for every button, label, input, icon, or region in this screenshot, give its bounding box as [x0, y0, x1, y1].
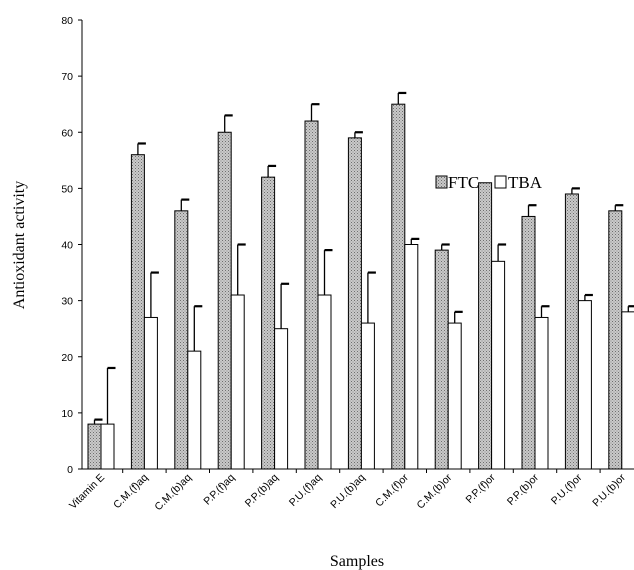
y-tick-label: 60	[61, 127, 73, 139]
bar-ftc	[608, 210, 623, 470]
legend-label-tba: TBA	[508, 173, 543, 192]
legend-label-ftc: FTC	[448, 173, 479, 192]
bar-tba	[404, 244, 419, 470]
bar-tba	[534, 316, 549, 470]
bar-tba	[274, 328, 289, 470]
y-tick-label: 70	[61, 71, 73, 83]
y-axis-ticks: 0 10 20 30 40 50 60 70 80	[61, 15, 82, 476]
y-axis-title: Antioxidant activity	[11, 181, 28, 309]
x-tick-label: P.P.(f)aq	[201, 472, 237, 508]
x-tick-label: P.U.(b)or	[590, 471, 628, 509]
bar-ftc	[87, 423, 102, 470]
bar-ftc	[521, 215, 536, 470]
bar-tba	[317, 294, 332, 470]
bar-ftc	[130, 154, 145, 470]
legend: FTC TBA	[435, 173, 543, 192]
x-tick-label: C.M.(b)or	[414, 471, 454, 511]
legend-swatch-ftc	[435, 175, 448, 189]
bar-ftc	[174, 210, 189, 470]
x-tick-label: P.U.(f)aq	[287, 472, 324, 509]
y-tick-label: 10	[61, 408, 73, 420]
bar-ftc	[347, 137, 362, 470]
legend-swatch-tba	[494, 175, 507, 189]
x-tick-label: P.P.(f)or	[464, 471, 499, 506]
bar-ftc	[217, 131, 232, 470]
bar-ftc	[391, 103, 406, 470]
y-tick-label: 50	[61, 183, 73, 195]
x-axis-title: Samples	[330, 553, 384, 570]
bar-tba	[143, 316, 158, 470]
bars-layer	[87, 103, 634, 470]
y-tick-label: 30	[61, 296, 73, 308]
bar-tba	[100, 423, 115, 470]
x-tick-label: P.P.(b)or	[505, 471, 542, 508]
bar-tba	[187, 350, 202, 470]
x-tick-label: P.U.(f)or	[549, 471, 585, 507]
bar-ftc	[261, 176, 276, 470]
x-tick-label: C.M.(b)aq	[152, 472, 194, 514]
x-axis-ticks: Vitamin E C.M.(f)aq C.M.(b)aq P.P.(f)aq P.P.…	[67, 469, 628, 513]
y-tick-label: 20	[61, 352, 73, 364]
bar-tba	[360, 322, 375, 470]
x-tick-label: Vitamin E	[67, 472, 107, 512]
x-tick-label: P.U.(b)aq	[328, 472, 367, 511]
bar-ftc	[478, 182, 493, 470]
bar-ftc	[564, 193, 579, 470]
x-tick-label: C.M.(f)aq	[111, 472, 151, 512]
y-tick-label: 40	[61, 240, 73, 252]
x-tick-label: P.P.(b)aq	[243, 472, 281, 510]
bar-tba	[230, 294, 245, 470]
bar-tba	[447, 322, 462, 470]
x-tick-label: C.M.(f)or	[373, 471, 411, 509]
bar-ftc	[304, 120, 319, 470]
bar-ftc	[434, 249, 449, 470]
y-tick-label: 0	[67, 464, 73, 476]
bar-tba	[577, 300, 592, 470]
bar-tba	[621, 311, 634, 470]
y-tick-label: 80	[61, 15, 73, 27]
bar-tba	[491, 260, 506, 470]
error-bars-layer	[93, 91, 634, 425]
